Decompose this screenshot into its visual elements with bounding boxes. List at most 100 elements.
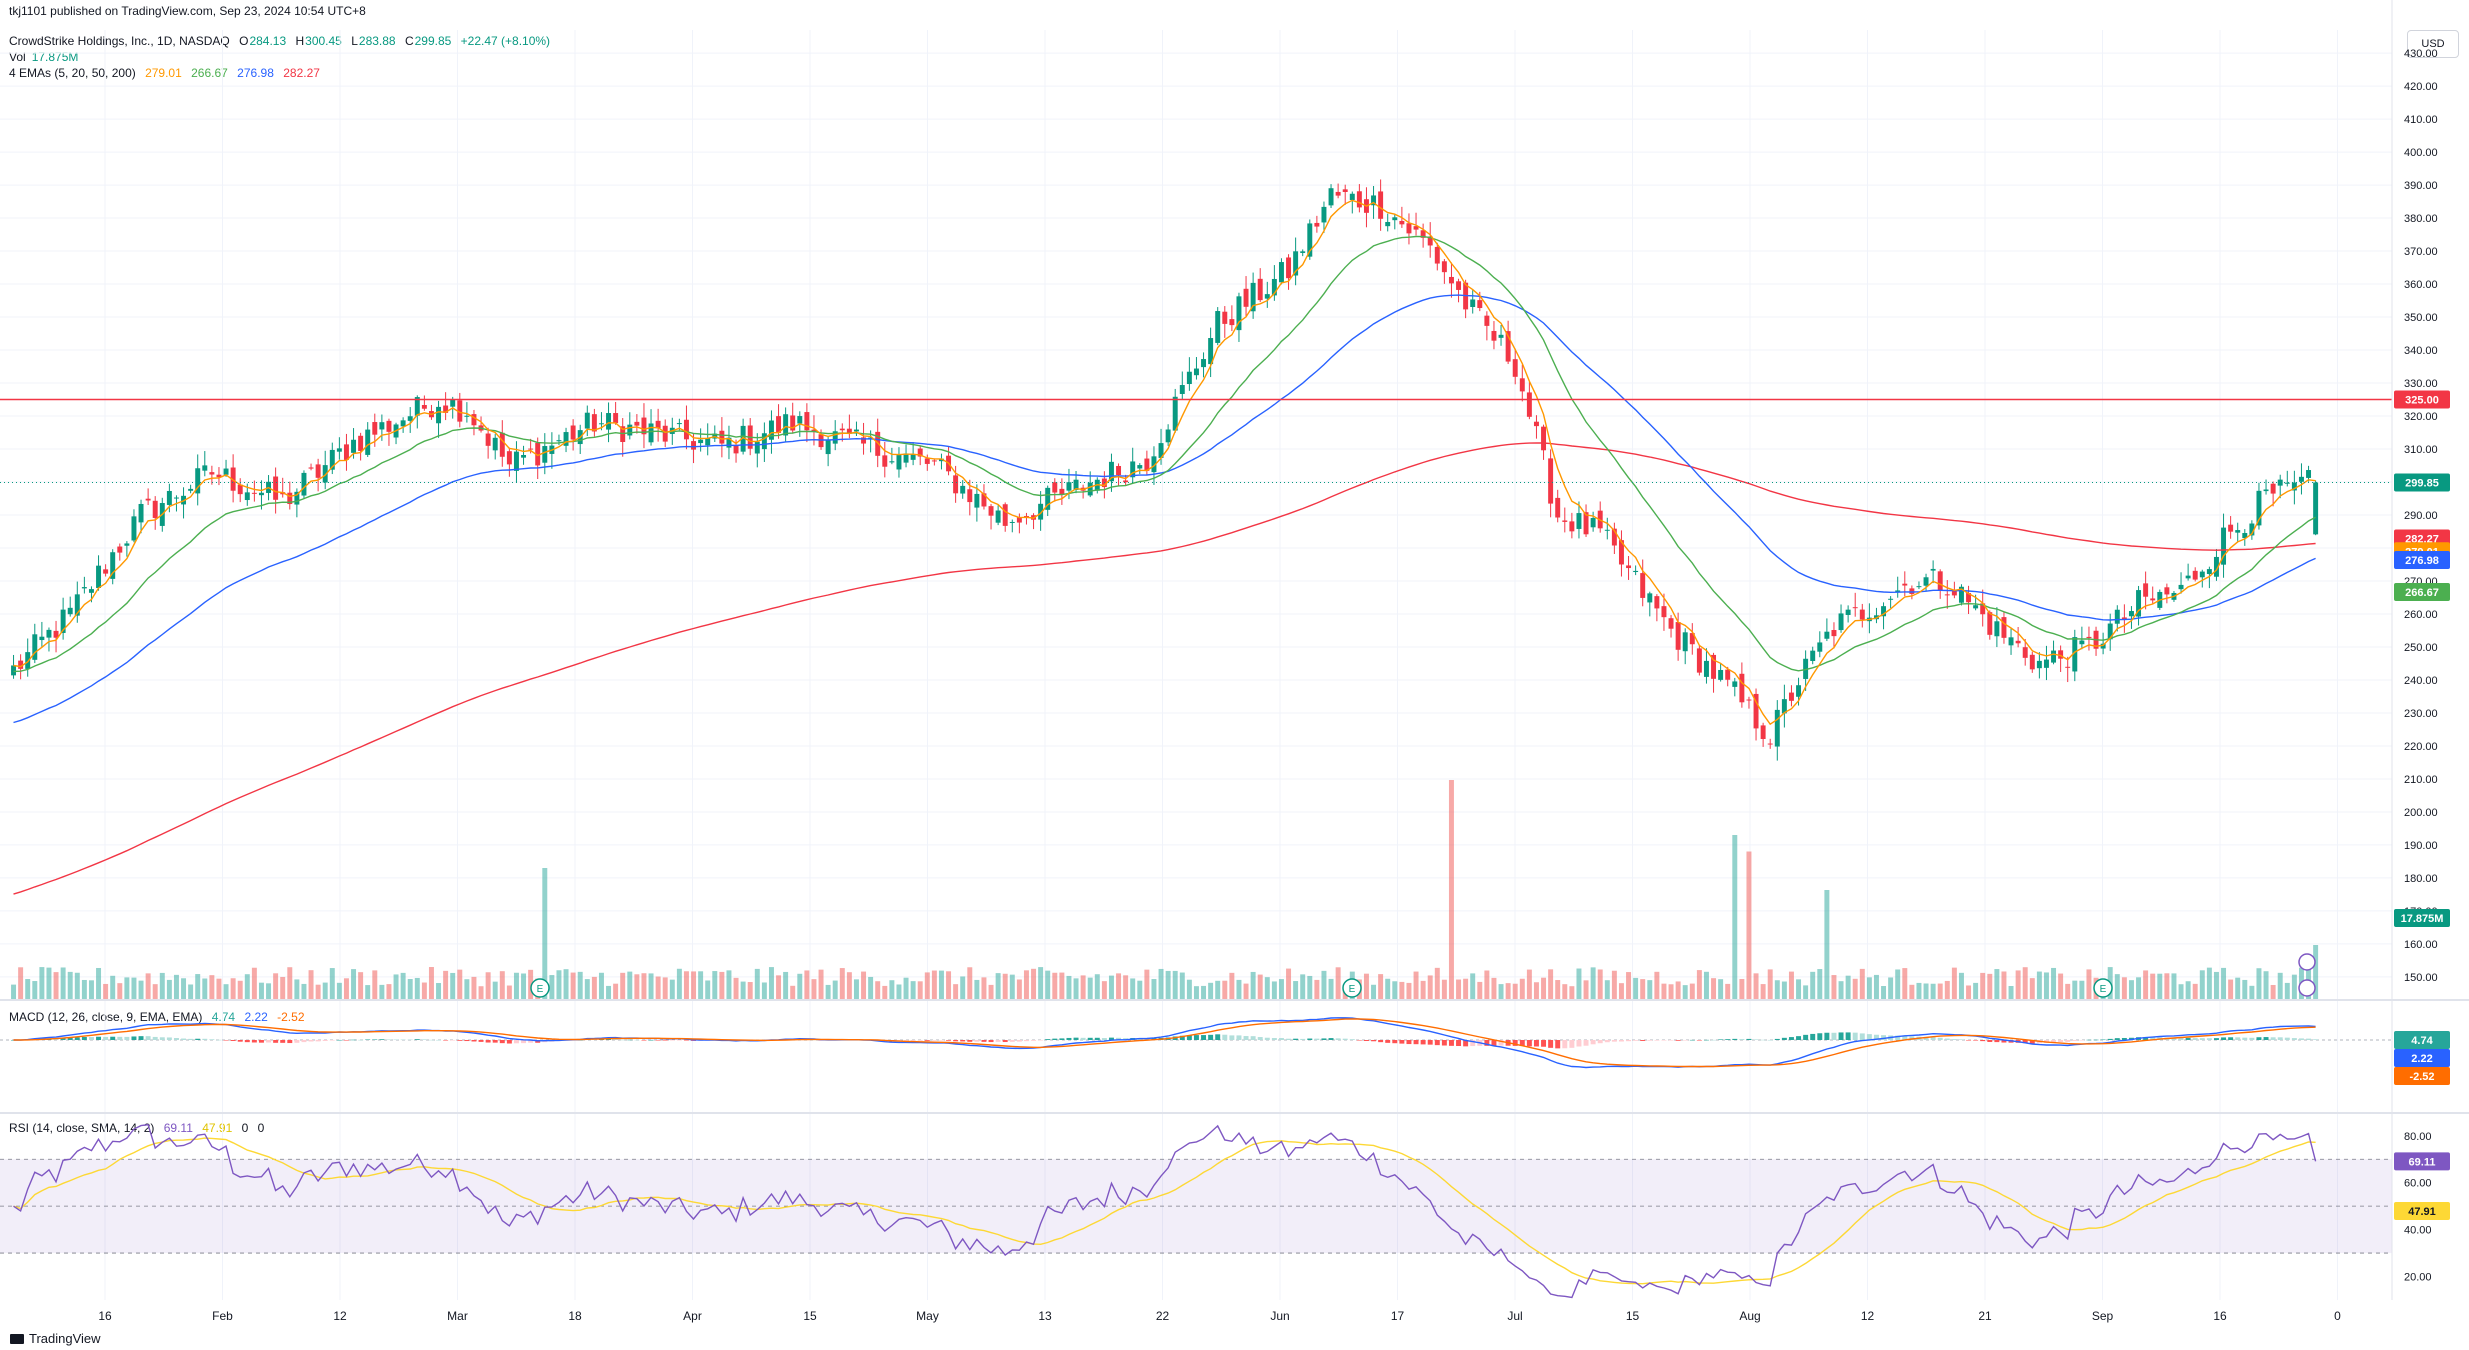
volume-bar	[1512, 983, 1518, 1000]
rsi-zero-2: 0	[257, 1121, 265, 1135]
volume-bar	[790, 985, 796, 1000]
candle-body	[195, 468, 201, 494]
candle-body	[2051, 650, 2057, 663]
price-tick-label: 380.00	[2404, 213, 2438, 225]
price-tick-label: 340.00	[2404, 345, 2438, 357]
volume-bar	[2221, 967, 2227, 1000]
volume-bar	[1633, 977, 1639, 1000]
ema-label[interactable]: 4 EMAs (5, 20, 50, 200)	[9, 66, 136, 80]
volume-bar	[223, 984, 229, 1000]
candle-body	[492, 437, 498, 451]
macd-histogram-bar	[1526, 1040, 1532, 1047]
macd-histogram-bar	[152, 1036, 158, 1040]
candle-body	[832, 431, 838, 444]
price-tick-label: 190.00	[2404, 840, 2438, 852]
candle-body	[499, 432, 505, 457]
volume-bar	[1123, 975, 1129, 1000]
candle-body	[2221, 527, 2227, 565]
candle-body	[1108, 461, 1114, 482]
volume-bar	[1888, 977, 1894, 1000]
volume-bar	[1052, 972, 1058, 1000]
candle-body	[1193, 368, 1199, 376]
macd-histogram-bar	[938, 1040, 944, 1041]
macd-histogram-bar	[1484, 1040, 1490, 1046]
macd-histogram-bar	[2284, 1037, 2290, 1040]
macd-histogram-bar	[1278, 1038, 1284, 1040]
price-tick-label: 240.00	[2404, 675, 2438, 687]
volume-bar	[1144, 969, 1150, 1000]
macd-hist-value: 4.74	[211, 1010, 236, 1024]
candle-body	[761, 433, 767, 450]
volume-bar	[676, 968, 682, 1000]
candle-body	[1838, 613, 1844, 631]
candle-body	[705, 437, 711, 446]
candle-body	[570, 425, 576, 440]
open-value: 284.13	[249, 34, 287, 48]
macd-histogram-bar	[1803, 1034, 1809, 1040]
volume-bar	[967, 967, 973, 1000]
volume-bar	[1335, 967, 1341, 1000]
volume-bar	[1541, 977, 1547, 1000]
volume-bar	[386, 984, 392, 1000]
volume-bar	[1498, 984, 1504, 1000]
candle-body	[1611, 528, 1617, 546]
macd-histogram-bar	[1618, 1040, 1624, 1042]
macd-histogram-bar	[1767, 1039, 1773, 1041]
volume-bar	[1958, 972, 1964, 1000]
candle-body	[32, 634, 38, 660]
macd-histogram-bar	[1859, 1033, 1865, 1040]
candle-body	[1222, 311, 1228, 324]
volume-bar	[1895, 969, 1901, 1000]
volume-bar	[1583, 980, 1589, 1000]
macd-histogram-bar	[1569, 1040, 1575, 1048]
time-tick-label: 17	[1391, 1309, 1405, 1323]
time-tick-label: 16	[98, 1309, 112, 1323]
macd-histogram-bar	[1661, 1040, 1667, 1041]
candle-body	[896, 455, 902, 470]
currency-button[interactable]: USD	[2407, 30, 2459, 58]
volume-bar	[138, 980, 144, 1000]
candle-body	[1349, 193, 1355, 200]
macd-histogram-bar	[1810, 1033, 1816, 1040]
volume-bar	[2029, 978, 2035, 1000]
macd-histogram-bar	[237, 1040, 243, 1042]
price-tick-label: 150.00	[2404, 972, 2438, 984]
macd-histogram-bar	[1286, 1038, 1292, 1040]
price-tick-label: 310.00	[2404, 444, 2438, 456]
macd-histogram-bar	[1222, 1034, 1228, 1040]
candle-body	[188, 488, 194, 491]
candle-body	[386, 420, 392, 432]
candle-body	[528, 448, 534, 450]
candle-body	[1392, 217, 1398, 221]
volume-bar	[60, 967, 66, 1000]
macd-histogram-bar	[1406, 1040, 1412, 1045]
macd-histogram-bar	[995, 1040, 1001, 1042]
volume-bar	[343, 978, 349, 1000]
macd-histogram-bar	[2143, 1037, 2149, 1040]
volume-bar	[1930, 983, 1936, 1000]
candle-body	[1888, 598, 1894, 600]
macd-histogram-bar	[662, 1040, 668, 1041]
candle-body	[698, 439, 704, 444]
macd-histogram-bar	[301, 1040, 307, 1043]
candle-body	[1774, 709, 1780, 747]
macd-label[interactable]: MACD (12, 26, close, 9, EMA, EMA)	[9, 1010, 203, 1024]
macd-histogram-bar	[1009, 1040, 1015, 1042]
volume-bar	[584, 979, 590, 1000]
time-tick-label: Apr	[683, 1309, 702, 1323]
macd-histogram-bar	[1689, 1039, 1695, 1041]
macd-histogram-bar	[1682, 1040, 1688, 1041]
symbol-title[interactable]: CrowdStrike Holdings, Inc., 1D, NASDAQ	[9, 34, 230, 48]
volume-bar	[2150, 973, 2156, 1000]
macd-histogram-bar	[266, 1040, 272, 1043]
volume-bar	[712, 971, 718, 1000]
candle-body	[1172, 396, 1178, 431]
price-tick-label: 250.00	[2404, 642, 2438, 654]
macd-histogram-bar	[1760, 1039, 1766, 1041]
rsi-label[interactable]: RSI (14, close, SMA, 14, 2)	[9, 1121, 155, 1135]
macd-histogram-bar	[577, 1039, 583, 1041]
volume-bar	[691, 971, 697, 1000]
macd-histogram-bar	[96, 1036, 102, 1040]
macd-histogram-bar	[2277, 1037, 2283, 1040]
